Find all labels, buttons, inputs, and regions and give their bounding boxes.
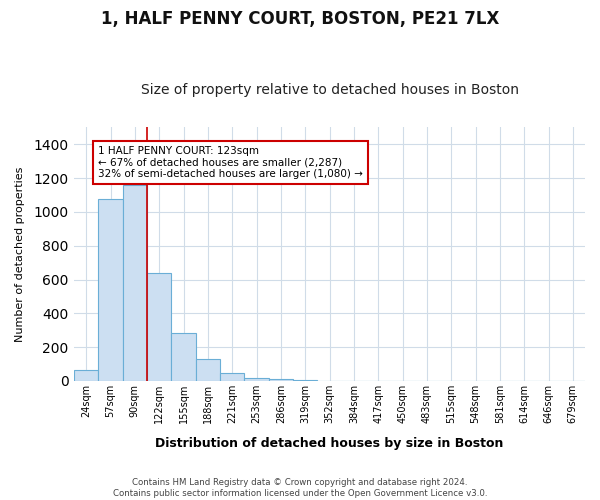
Bar: [122, 185, 147, 381]
Bar: [220, 373, 244, 381]
Bar: [293, 380, 317, 381]
Bar: [98, 199, 122, 381]
Bar: [147, 272, 172, 381]
Title: Size of property relative to detached houses in Boston: Size of property relative to detached ho…: [140, 83, 518, 97]
Text: 1, HALF PENNY COURT, BOSTON, PE21 7LX: 1, HALF PENNY COURT, BOSTON, PE21 7LX: [101, 10, 499, 28]
Bar: [269, 380, 293, 381]
Bar: [172, 333, 196, 381]
Text: Contains HM Land Registry data © Crown copyright and database right 2024.
Contai: Contains HM Land Registry data © Crown c…: [113, 478, 487, 498]
Text: 1 HALF PENNY COURT: 123sqm
← 67% of detached houses are smaller (2,287)
32% of s: 1 HALF PENNY COURT: 123sqm ← 67% of deta…: [98, 146, 363, 179]
Bar: [74, 370, 98, 381]
Bar: [196, 359, 220, 381]
X-axis label: Distribution of detached houses by size in Boston: Distribution of detached houses by size …: [155, 437, 503, 450]
Y-axis label: Number of detached properties: Number of detached properties: [15, 166, 25, 342]
Bar: [244, 378, 269, 381]
